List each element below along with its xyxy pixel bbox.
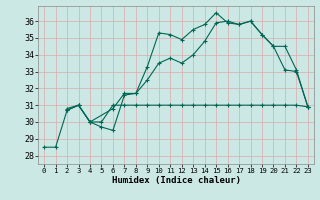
X-axis label: Humidex (Indice chaleur): Humidex (Indice chaleur) — [111, 176, 241, 185]
